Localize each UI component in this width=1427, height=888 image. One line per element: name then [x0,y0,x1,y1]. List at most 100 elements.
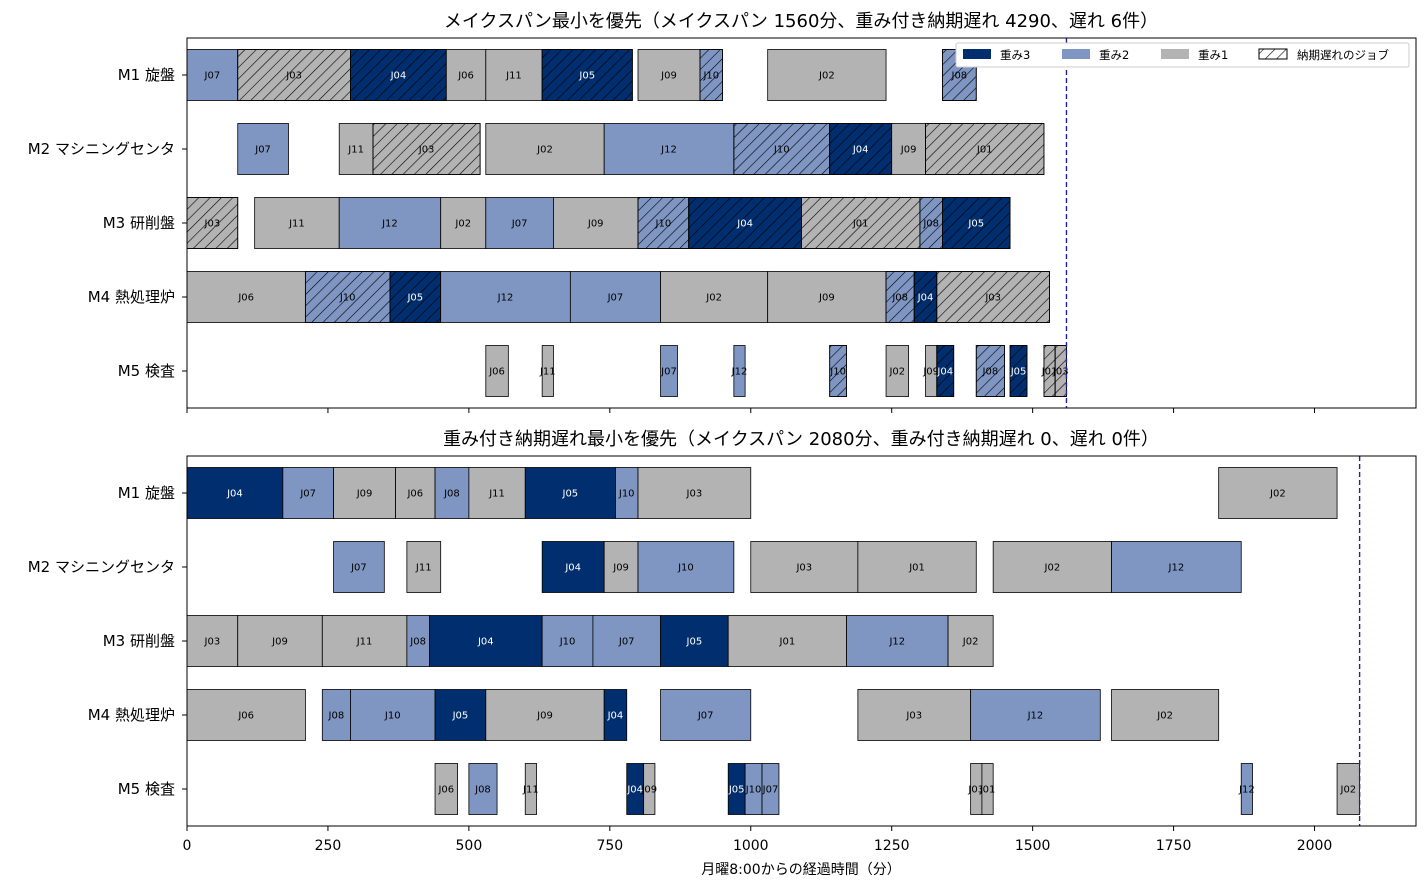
task-bar [186,271,306,323]
chart-title-top: メイクスパン最小を優先（メイクスパン 1560分、重み付き納期遅れ 4290、遅… [444,11,1158,32]
task-bar [1111,541,1242,593]
task-label: J03 [905,711,922,722]
task-label: J11 [347,145,364,156]
task-label: J10 [618,489,635,500]
task-label: J07 [350,563,367,574]
task-label: J07 [254,145,271,156]
task-bar [541,615,594,667]
task-label: J09 [271,637,288,648]
task-bar [468,763,498,815]
task-label: J12 [1238,785,1255,796]
task-label: J04 [564,563,581,574]
machine-label: M1 旋盤 [118,66,175,84]
task-label: J06 [457,71,474,82]
late-hatch [699,49,723,101]
task-label: J07 [697,711,714,722]
task-label: J12 [888,637,905,648]
task-bar [637,541,735,593]
task-bar [1218,467,1338,519]
task-label: J08 [328,711,345,722]
task-bar [440,271,571,323]
legend-label-w2: 重み2 [1099,48,1129,62]
legend-label-late: 納期遅れのジョブ [1297,48,1389,62]
task-bar [254,197,340,249]
task-label: J01 [779,637,796,648]
late-hatch [637,197,690,249]
task-label: J07 [607,293,624,304]
task-bar [186,689,306,741]
task-label: J09 [818,293,835,304]
task-label: J07 [762,785,779,796]
task-label: J06 [488,367,505,378]
task-bar [660,689,752,741]
task-label: J07 [511,219,528,230]
task-label: J08 [951,71,968,82]
task-bar [321,615,408,667]
task-bar [603,541,639,593]
task-label: J12 [497,293,514,304]
task-label: J09 [900,145,917,156]
task-label: J02 [1340,785,1357,796]
x-tick-label: 2000 [1297,838,1333,854]
task-bar [603,123,735,175]
task-label: J11 [356,637,373,648]
task-label: J05 [578,71,595,82]
task-label: J07 [204,71,221,82]
task-label: J01 [908,563,925,574]
task-label: J01 [1041,367,1058,378]
late-hatch [936,345,955,397]
task-label: J05 [686,637,703,648]
task-label: J03 [204,219,221,230]
task-label: J08 [474,785,491,796]
task-label: J09 [612,563,629,574]
task-bar [186,615,239,667]
task-bar [333,467,396,519]
task-bar [485,123,605,175]
task-label: J08 [891,293,908,304]
task-label: J11 [415,563,432,574]
task-bar [660,271,769,323]
late-hatch [829,345,848,397]
task-label: J09 [587,219,604,230]
task-label: J08 [922,219,939,230]
task-bar [767,271,887,323]
task-label: J04 [607,711,624,722]
x-tick-label: 1250 [874,838,910,854]
task-label: J03 [686,489,703,500]
top-gantt-panel: M1 旋盤 M2 マシニングセンタ M3 研削盤 M4 熱処理炉 M5 検査 J07 J03… [28,37,1417,413]
late-hatch [688,197,802,249]
task-label: J07 [618,637,635,648]
task-bar [992,541,1112,593]
machine-label: M1 旋盤 [118,484,175,502]
task-label: J05 [1010,367,1027,378]
task-label: J04 [626,785,643,796]
task-label: J03 [285,71,302,82]
task-bar [553,197,639,249]
task-label: J09 [536,711,553,722]
x-tick-label: 1000 [733,838,769,854]
task-label: J04 [936,367,953,378]
late-hatch [942,197,1011,249]
task-bar [727,615,848,667]
legend-label-w3: 重み3 [1000,48,1030,62]
task-bar [767,49,887,101]
x-tick-label: 1500 [1015,838,1051,854]
task-bar [350,689,436,741]
task-bar [237,123,289,175]
task-label: J05 [562,489,579,500]
task-bar [406,541,442,593]
task-label: J02 [1044,563,1061,574]
task-label: J04 [477,637,494,648]
task-label: J08 [982,367,999,378]
task-label: J03 [984,293,1001,304]
task-bar [857,541,977,593]
machine-label: M4 熱処理炉 [88,706,175,724]
task-label: J04 [390,71,407,82]
task-label: J10 [829,367,846,378]
task-bar [485,197,554,249]
task-bar [434,467,470,519]
machine-label: M2 マシニングセンタ [28,140,175,158]
task-bar [282,467,334,519]
task-label: J09 [660,71,677,82]
task-bar [643,763,656,815]
